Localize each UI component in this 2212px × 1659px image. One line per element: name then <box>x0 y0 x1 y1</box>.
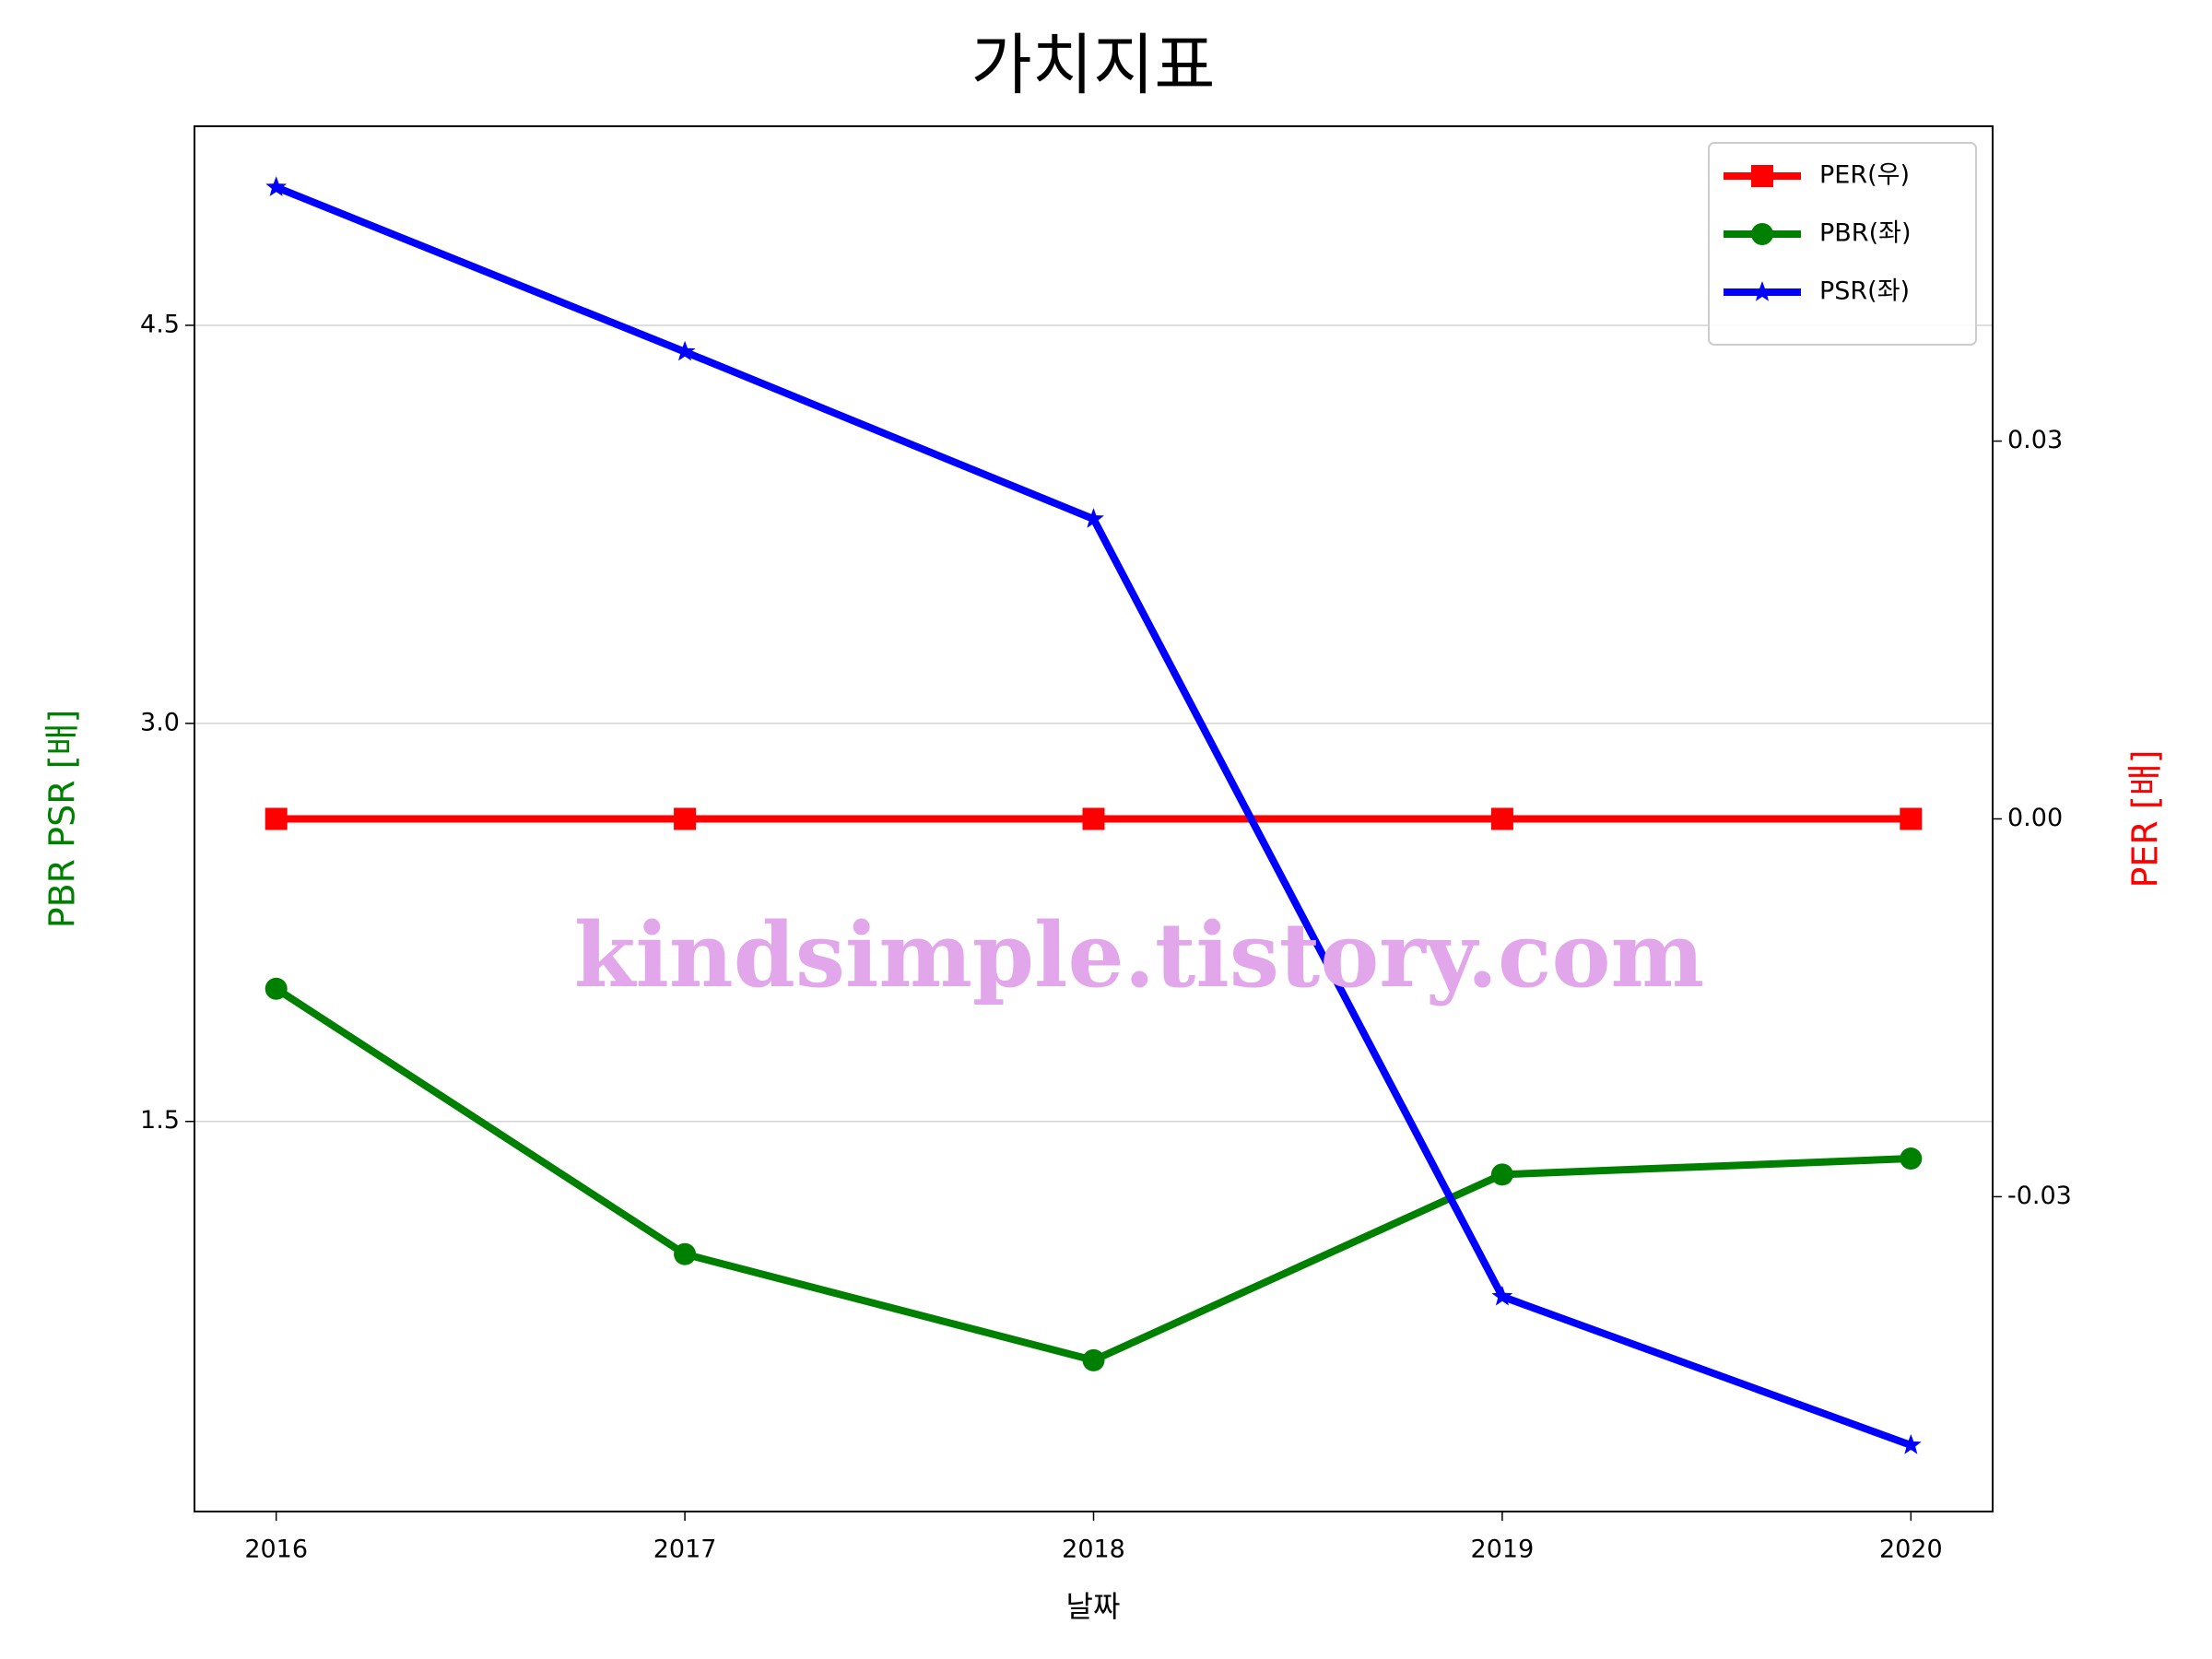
y2-tick-label: -0.03 <box>2007 1182 2072 1210</box>
marker <box>1082 807 1105 830</box>
marker <box>1900 1147 1923 1171</box>
x-tick-label: 2020 <box>1879 1535 1943 1564</box>
marker <box>1900 807 1923 830</box>
marker <box>1490 807 1513 830</box>
marker <box>674 807 697 830</box>
legend-label: PER(우) <box>1819 161 1910 190</box>
marker <box>674 340 696 361</box>
plot-frame <box>194 125 1994 1512</box>
y-tick-label: 4.5 <box>140 310 180 338</box>
marker <box>1751 165 1773 187</box>
chart-title: 가치지표 <box>971 27 1216 104</box>
marker <box>1490 1163 1513 1186</box>
marker <box>265 176 288 196</box>
marker <box>265 977 288 1000</box>
x-tick-label: 2016 <box>244 1535 308 1564</box>
y2-tick-label: 0.00 <box>2007 804 2063 832</box>
marker <box>265 807 288 830</box>
marker <box>1751 281 1773 301</box>
y-tick-label: 1.5 <box>140 1106 180 1135</box>
x-tick-label: 2017 <box>653 1535 717 1564</box>
series-line <box>274 985 1912 1364</box>
marker <box>1751 223 1773 245</box>
marker <box>674 1242 697 1265</box>
y-axis-label: PBR PSR [배] <box>42 710 83 929</box>
y2-axis-label: PER [배] <box>2125 749 2166 888</box>
marker <box>1491 1285 1513 1306</box>
legend-label: PSR(좌) <box>1819 277 1910 306</box>
y2-tick-label: 0.03 <box>2007 426 2063 454</box>
annotation: kindsimple.tistory.com <box>574 903 1704 1007</box>
x-tick-label: 2019 <box>1471 1535 1535 1564</box>
x-tick-label: 2018 <box>1062 1535 1125 1564</box>
x-axis-label: 날짜 <box>1066 1589 1121 1624</box>
marker <box>1083 508 1104 528</box>
marker <box>1082 1348 1105 1371</box>
marker <box>1900 1434 1922 1454</box>
y-tick-label: 3.0 <box>140 708 180 736</box>
legend-label: PBR(좌) <box>1819 219 1911 248</box>
